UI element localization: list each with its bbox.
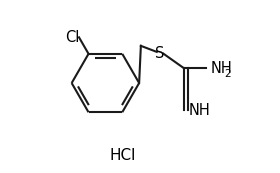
Text: HCl: HCl <box>109 148 136 163</box>
Text: NH: NH <box>188 103 210 118</box>
Text: 2: 2 <box>224 69 230 79</box>
Text: Cl: Cl <box>65 30 79 45</box>
Text: NH: NH <box>211 61 233 76</box>
Text: S: S <box>155 46 165 61</box>
